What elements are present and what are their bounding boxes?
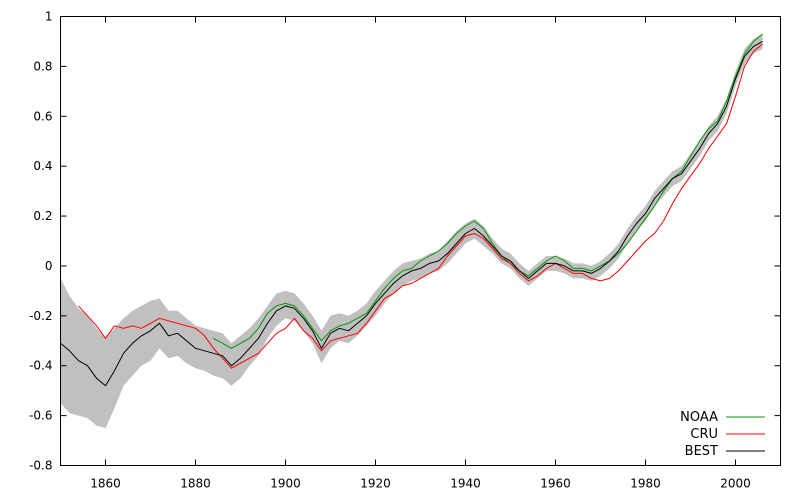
y-tick-label-0.2: 0.2	[33, 209, 52, 223]
uncertainty-band-layer	[60, 34, 763, 429]
legend-label-noaa: NOAA	[680, 410, 718, 425]
x-tick-label-1940: 1940	[450, 477, 481, 491]
x-tick-label-1980: 1980	[630, 477, 661, 491]
y-tick-label-0.4: 0.4	[33, 159, 52, 173]
legend-label-cru: CRU	[690, 427, 718, 442]
series-layer	[60, 33, 763, 387]
x-tick-label-1900: 1900	[270, 477, 301, 491]
series-line-best	[60, 40, 763, 387]
x-tick-label-1920: 1920	[360, 477, 391, 491]
x-tick-label-1860: 1860	[90, 477, 121, 491]
legend-label-best: BEST	[685, 444, 718, 459]
y-tick-label--0.4: -0.4	[29, 359, 52, 373]
x-tick-label-2000: 2000	[720, 477, 751, 491]
y-tick-label-0.8: 0.8	[33, 59, 52, 73]
series-line-cru	[78, 43, 763, 369]
plot-frame	[60, 16, 781, 466]
y-tick-label--0.6: -0.6	[29, 409, 52, 423]
y-tick-label-0: 0	[45, 259, 53, 273]
y-tick-label--0.2: -0.2	[29, 309, 52, 323]
best-uncertainty-band	[60, 34, 763, 429]
y-tick-label-1: 1	[45, 10, 53, 24]
ticks-layer: 1860 1880 1900 1920 1940 1960 1980 2000 -0.8 -0.6…	[29, 10, 781, 491]
y-tick-label--0.8: -0.8	[29, 459, 52, 473]
x-tick-label-1880: 1880	[180, 477, 211, 491]
y-tick-label-0.6: 0.6	[33, 109, 52, 123]
x-tick-label-1960: 1960	[540, 477, 571, 491]
legend: NOAA CRU BEST	[680, 410, 765, 459]
